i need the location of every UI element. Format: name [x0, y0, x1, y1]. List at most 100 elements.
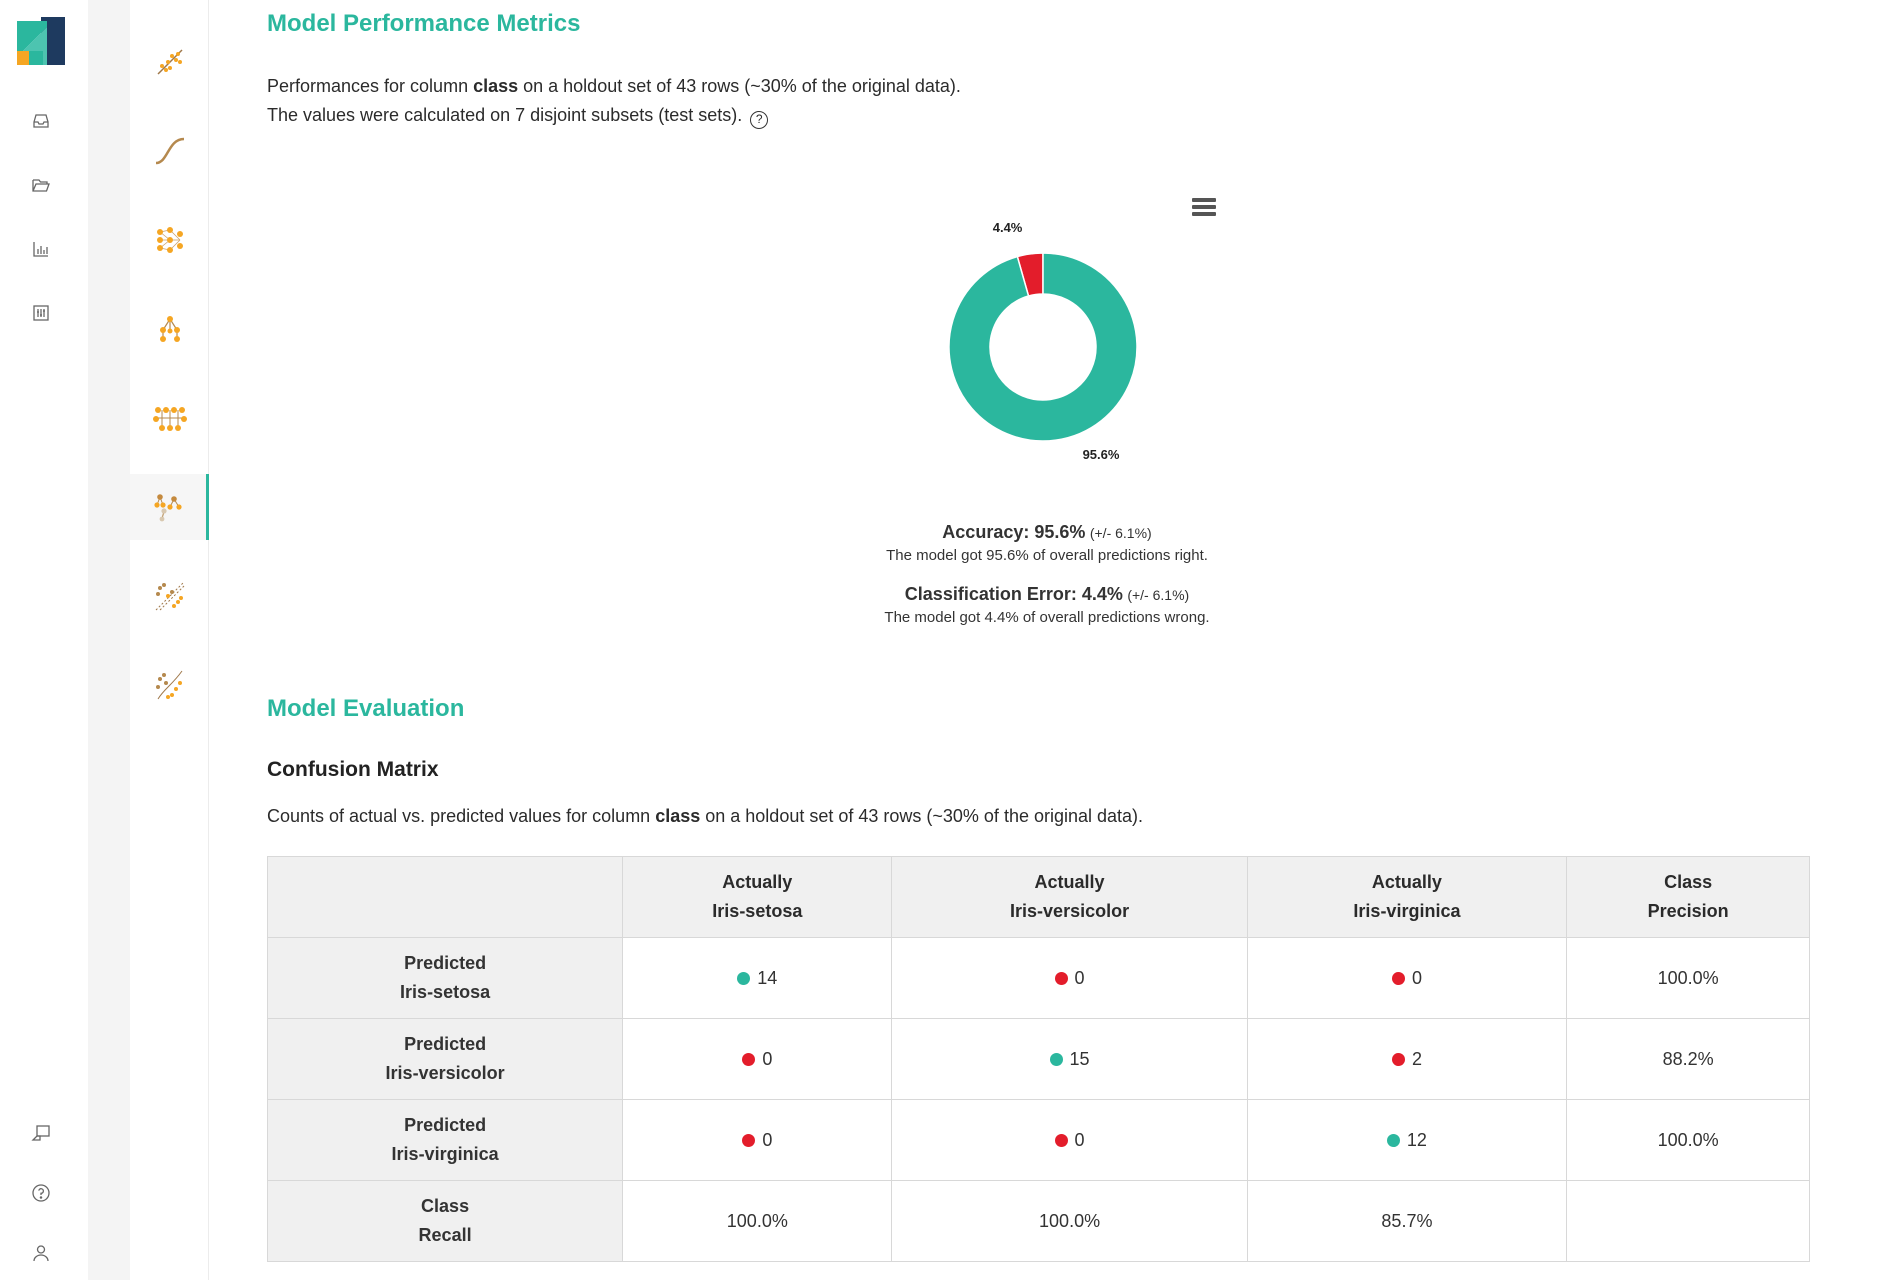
folder-icon[interactable] [28, 172, 54, 198]
cell-value: 0 [762, 1048, 773, 1069]
performance-line-1-pre: Performances for column [267, 76, 474, 96]
table-cell: 15 [891, 1018, 1248, 1100]
cell-value: 15 [1069, 1048, 1090, 1069]
table-cell: 0 [622, 1099, 893, 1181]
chart-menu-button[interactable] [1192, 198, 1216, 220]
cm-column-name: class [655, 806, 701, 826]
user-icon[interactable] [28, 1240, 54, 1266]
table-header-cell: Actually Iris-versicolor [891, 856, 1248, 938]
gradient-boosted-icon [155, 581, 184, 611]
feedback-icon[interactable] [28, 1120, 54, 1146]
model-item-random-forest[interactable] [130, 474, 209, 540]
row-header: Predicted Iris-setosa [266, 937, 624, 1019]
primary-nav [0, 0, 88, 1280]
model-item-gradient-boosted[interactable] [130, 563, 209, 629]
app-logo[interactable] [17, 17, 65, 65]
row-header-line-1: Class [421, 1196, 470, 1216]
confusion-matrix-title: Confusion Matrix [267, 758, 439, 781]
table-cell: 0 [622, 1018, 893, 1100]
cell-value: 0 [1074, 967, 1085, 988]
incorrect-dot-icon [1391, 1052, 1405, 1066]
table-header-cell: Class Precision [1566, 856, 1810, 938]
error-description: The model got 4.4% of overall prediction… [884, 609, 1210, 626]
row-header-line-2: Iris-versicolor [385, 1063, 505, 1083]
row-header-line-2: Iris-setosa [400, 982, 491, 1002]
incorrect-dot-icon [1054, 1133, 1068, 1147]
table-header-cell: Actually Iris-setosa [622, 856, 893, 938]
cell-value: 12 [1406, 1129, 1427, 1150]
recall-row: Class Recall 100.0% 100.0% 85.7% [266, 1180, 1810, 1262]
accuracy-description: The model got 95.6% of overall predictio… [886, 547, 1208, 564]
logistic-curve-icon [155, 137, 184, 165]
column-name: class [473, 76, 519, 96]
cell-value: 2 [1411, 1048, 1422, 1069]
header-line-1: Actually [1371, 872, 1442, 892]
model-item-neural-net[interactable] [130, 207, 209, 273]
deep-learning-icon [152, 407, 187, 431]
decision-tree-icon [159, 316, 180, 342]
menu-bar-icon [1192, 212, 1216, 216]
accuracy-donut-chart: 4.4% 95.6% [267, 180, 1827, 480]
incorrect-dot-icon [1054, 971, 1068, 985]
table-row: Predicted Iris-versicolor 0 15 2 88.2% [266, 1018, 1810, 1100]
header-line-2: Iris-virginica [1353, 901, 1461, 921]
sliders-icon[interactable] [28, 300, 54, 326]
row-header: Predicted Iris-versicolor [266, 1018, 624, 1100]
table-row: Predicted Iris-virginica 0 0 12 100.0% [266, 1099, 1810, 1181]
recall-cell: 100.0% [891, 1180, 1248, 1262]
cell-value: 0 [762, 1129, 773, 1150]
menu-bar-icon [1192, 198, 1216, 202]
cell-value: 0 [1074, 1129, 1085, 1150]
table-cell: 2 [1246, 1018, 1568, 1100]
menu-bar-icon [1192, 205, 1216, 209]
random-forest-icon [154, 494, 182, 522]
bar-chart-icon[interactable] [28, 236, 54, 262]
header-line-2: Iris-setosa [712, 901, 803, 921]
table-header-cell [266, 856, 624, 938]
header-line-2: Iris-versicolor [1010, 901, 1130, 921]
table-cell: 14 [622, 937, 893, 1019]
cm-desc-post: on a holdout set of 43 rows (~30% of the… [700, 806, 1144, 826]
table-row: Predicted Iris-setosa 14 0 0 100.0% [266, 937, 1810, 1019]
performance-title: Model Performance Metrics [267, 10, 581, 37]
model-item-linear[interactable] [130, 29, 209, 95]
precision-cell: 88.2% [1566, 1018, 1810, 1100]
row-header-line-1: Predicted [404, 1034, 487, 1054]
row-header-line-2: Recall [418, 1225, 472, 1245]
donut-slice[interactable] [948, 252, 1138, 442]
performance-line-1-post: on a holdout set of 43 rows (~30% of the… [518, 76, 961, 96]
model-item-logistic[interactable] [130, 118, 209, 184]
accuracy-metric: Accuracy: 95.6% (+/- 6.1%) The model got… [267, 522, 1827, 564]
model-item-deep-learning[interactable] [130, 385, 209, 451]
help-icon[interactable] [28, 1180, 54, 1206]
incorrect-dot-icon [1391, 971, 1405, 985]
neural-net-icon [156, 227, 183, 253]
header-line-1: Class [1664, 872, 1713, 892]
header-line-1: Actually [1034, 872, 1105, 892]
recall-cell [1566, 1180, 1810, 1262]
row-header-line-1: Predicted [404, 1115, 487, 1135]
table-cell: 0 [891, 1099, 1248, 1181]
inbox-icon[interactable] [28, 108, 54, 134]
error-deviation: (+/- 6.1%) [1127, 587, 1190, 603]
accuracy-deviation: (+/- 6.1%) [1089, 525, 1152, 541]
table-header-row: Actually Iris-setosa Actually Iris-versico… [266, 856, 1810, 938]
row-header: Predicted Iris-virginica [266, 1099, 624, 1181]
confusion-matrix-table: Actually Iris-setosa Actually Iris-versico… [266, 856, 1810, 1262]
model-item-svm[interactable] [130, 652, 209, 718]
question-circle-icon[interactable]: ? [750, 111, 769, 129]
sidebar-gutter [88, 0, 130, 1280]
linear-model-icon [156, 49, 183, 75]
evaluation-title: Model Evaluation [267, 695, 465, 722]
svm-icon [155, 670, 182, 700]
model-item-decision-tree[interactable] [130, 296, 209, 362]
slice-label: 95.6% [1083, 447, 1120, 462]
header-line-1: Actually [722, 872, 793, 892]
precision-cell: 100.0% [1566, 1099, 1810, 1181]
table-cell: 0 [891, 937, 1248, 1019]
performance-description: Performances for column class on a holdo… [267, 72, 961, 130]
correct-dot-icon [737, 971, 751, 985]
incorrect-dot-icon [742, 1052, 756, 1066]
error-metric: Classification Error: 4.4% (+/- 6.1%) Th… [267, 584, 1827, 626]
performance-line-2-text: The values were calculated on 7 disjoint… [267, 105, 743, 125]
